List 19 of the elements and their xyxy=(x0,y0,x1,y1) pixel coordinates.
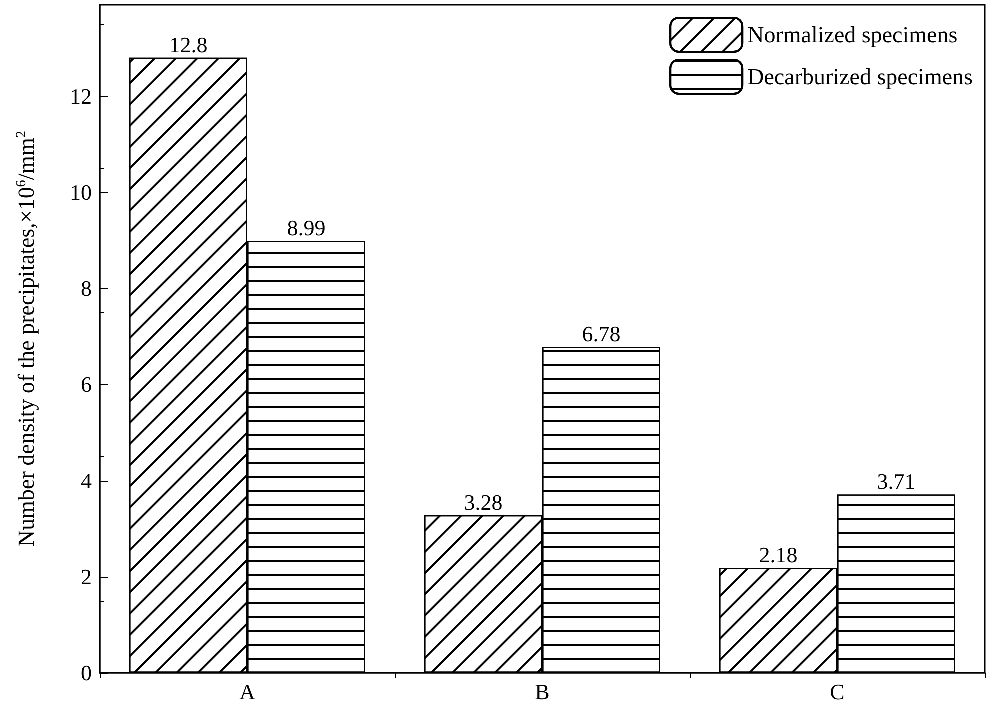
data-label: 2.18 xyxy=(759,542,798,568)
y-tick-label: 4 xyxy=(81,468,92,494)
x-tick-label: B xyxy=(535,680,550,704)
legend-label: Normalized specimens xyxy=(748,22,958,48)
data-label: 3.28 xyxy=(464,490,503,515)
x-tick-label: A xyxy=(240,680,256,704)
y-tick-label: 2 xyxy=(81,564,92,590)
x-tick-label: C xyxy=(830,680,845,704)
data-label: 6.78 xyxy=(582,322,621,347)
y-tick-label: 12 xyxy=(70,84,92,109)
y-axis-title: Number density of the precipitates,×106/mm2 xyxy=(14,131,39,547)
data-label: 3.71 xyxy=(877,469,916,494)
data-label: 8.99 xyxy=(287,215,326,240)
y-tick-label: 6 xyxy=(81,372,92,398)
legend-label: Decarburized specimens xyxy=(748,64,974,90)
y-tick-label: 0 xyxy=(81,660,92,686)
data-label: 12.8 xyxy=(169,32,208,58)
y-tick-label: 8 xyxy=(81,276,92,302)
y-tick-label: 10 xyxy=(70,180,92,205)
